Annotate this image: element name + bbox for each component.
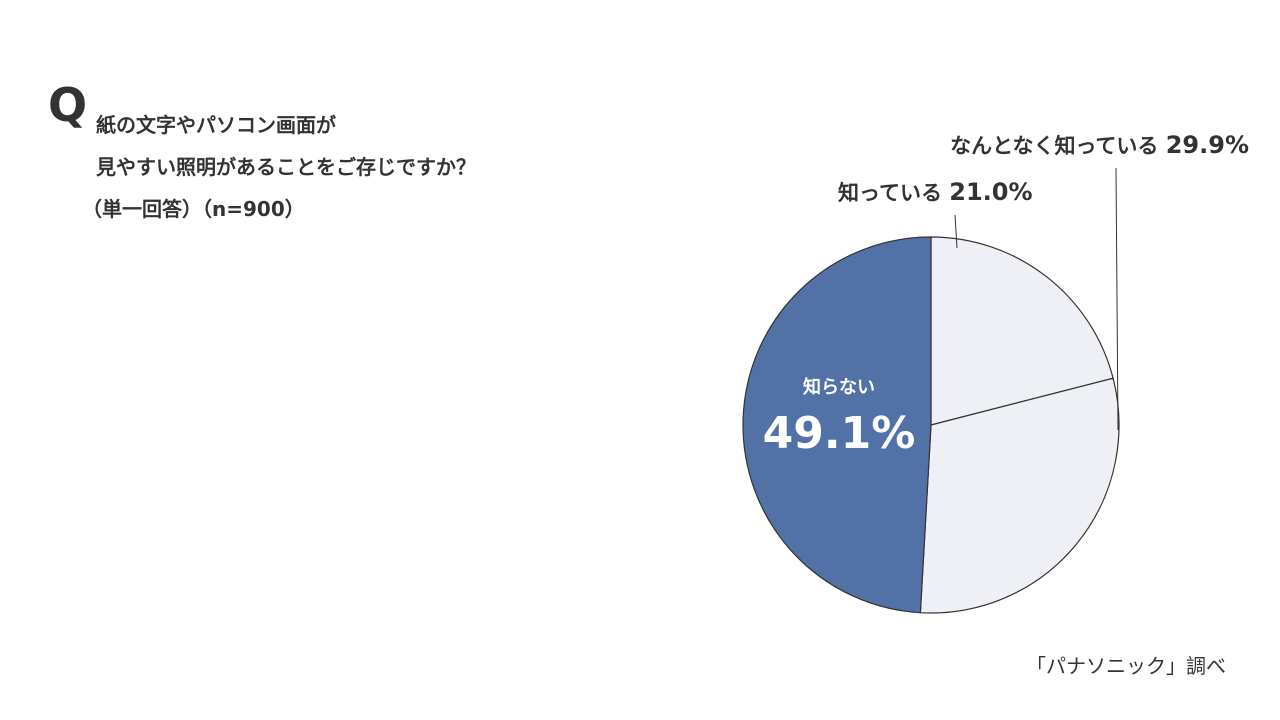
- pie-slice-1: [930, 236, 1114, 426]
- pie-slice-3: [742, 236, 932, 614]
- slice-label-3-value: 49.1%: [763, 408, 916, 459]
- slice-label-2-value: 29.9%: [1166, 131, 1249, 159]
- question-text: 紙の文字やパソコン画面が 見やすい照明があることをご存じですか？ （単一回答）（…: [82, 104, 476, 230]
- question-note: （単一回答）（n=900）: [82, 197, 305, 221]
- slice-label-2: なんとなく知っている 29.9%: [950, 131, 1249, 159]
- question-mark: Q: [48, 78, 88, 132]
- question-line-2: 見やすい照明があることをご存じですか？: [96, 155, 476, 179]
- slice-label-3-name: 知らない: [803, 376, 875, 398]
- question-line-1: 紙の文字やパソコン画面が: [96, 113, 336, 137]
- slice-label-1: 知っている 21.0%: [838, 178, 1033, 206]
- leader-line-1: [954, 214, 958, 249]
- source-note: 「パナソニック」調べ: [1026, 654, 1226, 678]
- slice-label-1-name: 知っている: [838, 181, 949, 205]
- slice-label-1-value: 21.0%: [949, 178, 1032, 206]
- slice-label-2-name: なんとなく知っている: [950, 134, 1166, 158]
- leader-line-2: [1115, 167, 1119, 431]
- pie-slice-2: [919, 377, 1120, 614]
